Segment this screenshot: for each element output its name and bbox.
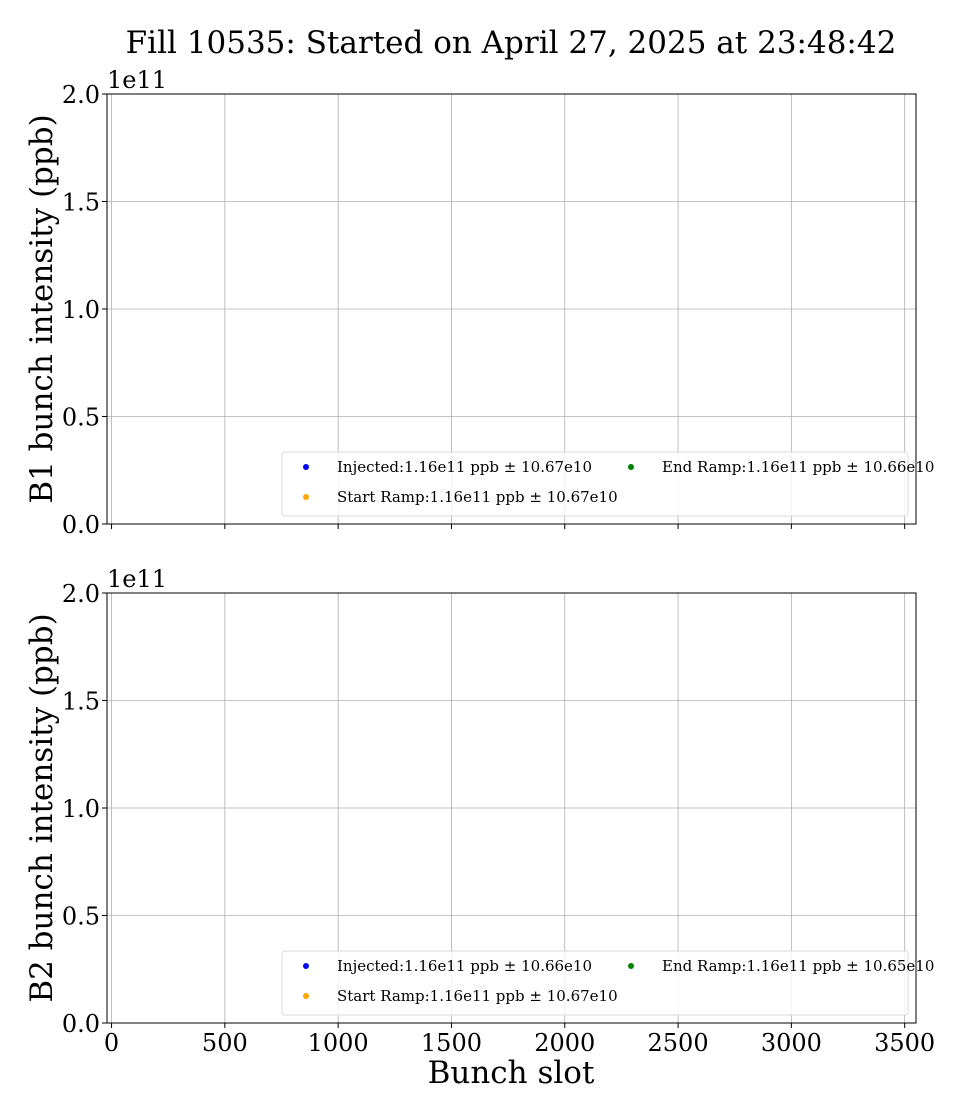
y-tick-label: 2.0 [62, 81, 100, 109]
legend: Injected:1.16e11 ppb ± 10.66e10 Start Ram… [281, 950, 934, 1016]
y-tick-label: 1.5 [62, 189, 100, 217]
legend: Injected:1.16e11 ppb ± 10.67e10 Start Ram… [281, 451, 934, 517]
legend-marker [303, 963, 309, 969]
legend-entry-label: Start Ramp:1.16e11 ppb ± 10.67e10 [337, 987, 618, 1005]
legend-box [281, 451, 909, 517]
legend-box [281, 950, 909, 1016]
y-tick-label: 0.5 [62, 404, 100, 432]
legend-marker [628, 464, 634, 470]
x-tick-label: 1500 [421, 1029, 482, 1057]
x-tick-label: 3500 [874, 1029, 935, 1057]
legend-entry-label: End Ramp:1.16e11 ppb ± 10.66e10 [662, 458, 934, 476]
x-tick-label: 3000 [761, 1029, 822, 1057]
y-offset-text: 1e11 [107, 565, 167, 593]
x-tick-label: 2000 [534, 1029, 595, 1057]
y-tick-label: 2.0 [62, 580, 100, 608]
x-tick-label: 0 [104, 1029, 119, 1057]
y-tick-label: 1.0 [62, 296, 100, 324]
y-tick-label: 1.0 [62, 795, 100, 823]
y-tick-label: 0.5 [62, 903, 100, 931]
x-tick-label: 500 [202, 1029, 248, 1057]
legend-marker [303, 464, 309, 470]
y-tick-label: 0.0 [62, 511, 100, 539]
legend-entry-label: Start Ramp:1.16e11 ppb ± 10.67e10 [337, 488, 618, 506]
legend-entry-label: End Ramp:1.16e11 ppb ± 10.65e10 [662, 957, 934, 975]
x-tick-label: 1000 [308, 1029, 369, 1057]
legend-entry-label: Injected:1.16e11 ppb ± 10.67e10 [337, 458, 592, 476]
legend-marker [303, 993, 309, 999]
legend-marker [303, 494, 309, 500]
chart-title: Fill 10535: Started on April 27, 2025 at… [126, 25, 897, 61]
x-tick-label: 2500 [648, 1029, 709, 1057]
y-tick-label: 1.5 [62, 688, 100, 716]
y-axis-label: B2 bunch intensity (ppb) [24, 613, 60, 1002]
x-axis-label: Bunch slot [428, 1055, 595, 1091]
y-tick-label: 0.0 [62, 1010, 100, 1038]
panel-2: 0 500 1000 1500 2000 2500 3000 3500 0.0 0.5 1.0 1.5… [24, 565, 935, 1057]
legend-marker [628, 963, 634, 969]
y-axis-label: B1 bunch intensity (ppb) [24, 114, 60, 503]
y-offset-text: 1e11 [107, 66, 167, 94]
legend-entry-label: Injected:1.16e11 ppb ± 10.66e10 [337, 957, 592, 975]
